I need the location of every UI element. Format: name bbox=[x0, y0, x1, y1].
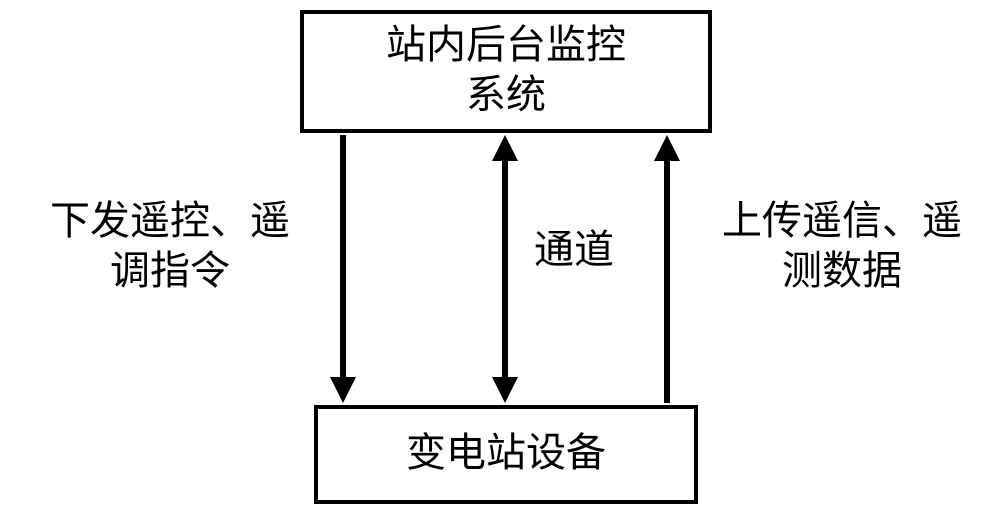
label-right-line1: 上传遥信、遥 bbox=[722, 198, 962, 243]
label-right-line2: 测数据 bbox=[782, 248, 902, 293]
top-box-label-line1: 站内后台监控 bbox=[386, 22, 626, 67]
arrow-left-down bbox=[330, 135, 356, 403]
top-box-label-line2: 系统 bbox=[466, 72, 546, 117]
bottom-box-label: 变电站设备 bbox=[406, 430, 606, 475]
label-center: 通道 bbox=[534, 227, 614, 272]
arrow-right-up bbox=[654, 135, 680, 403]
label-left-line1: 下发遥控、遥 bbox=[50, 198, 290, 243]
label-left-line2: 调指令 bbox=[110, 248, 230, 293]
arrow-center-double bbox=[492, 135, 518, 403]
